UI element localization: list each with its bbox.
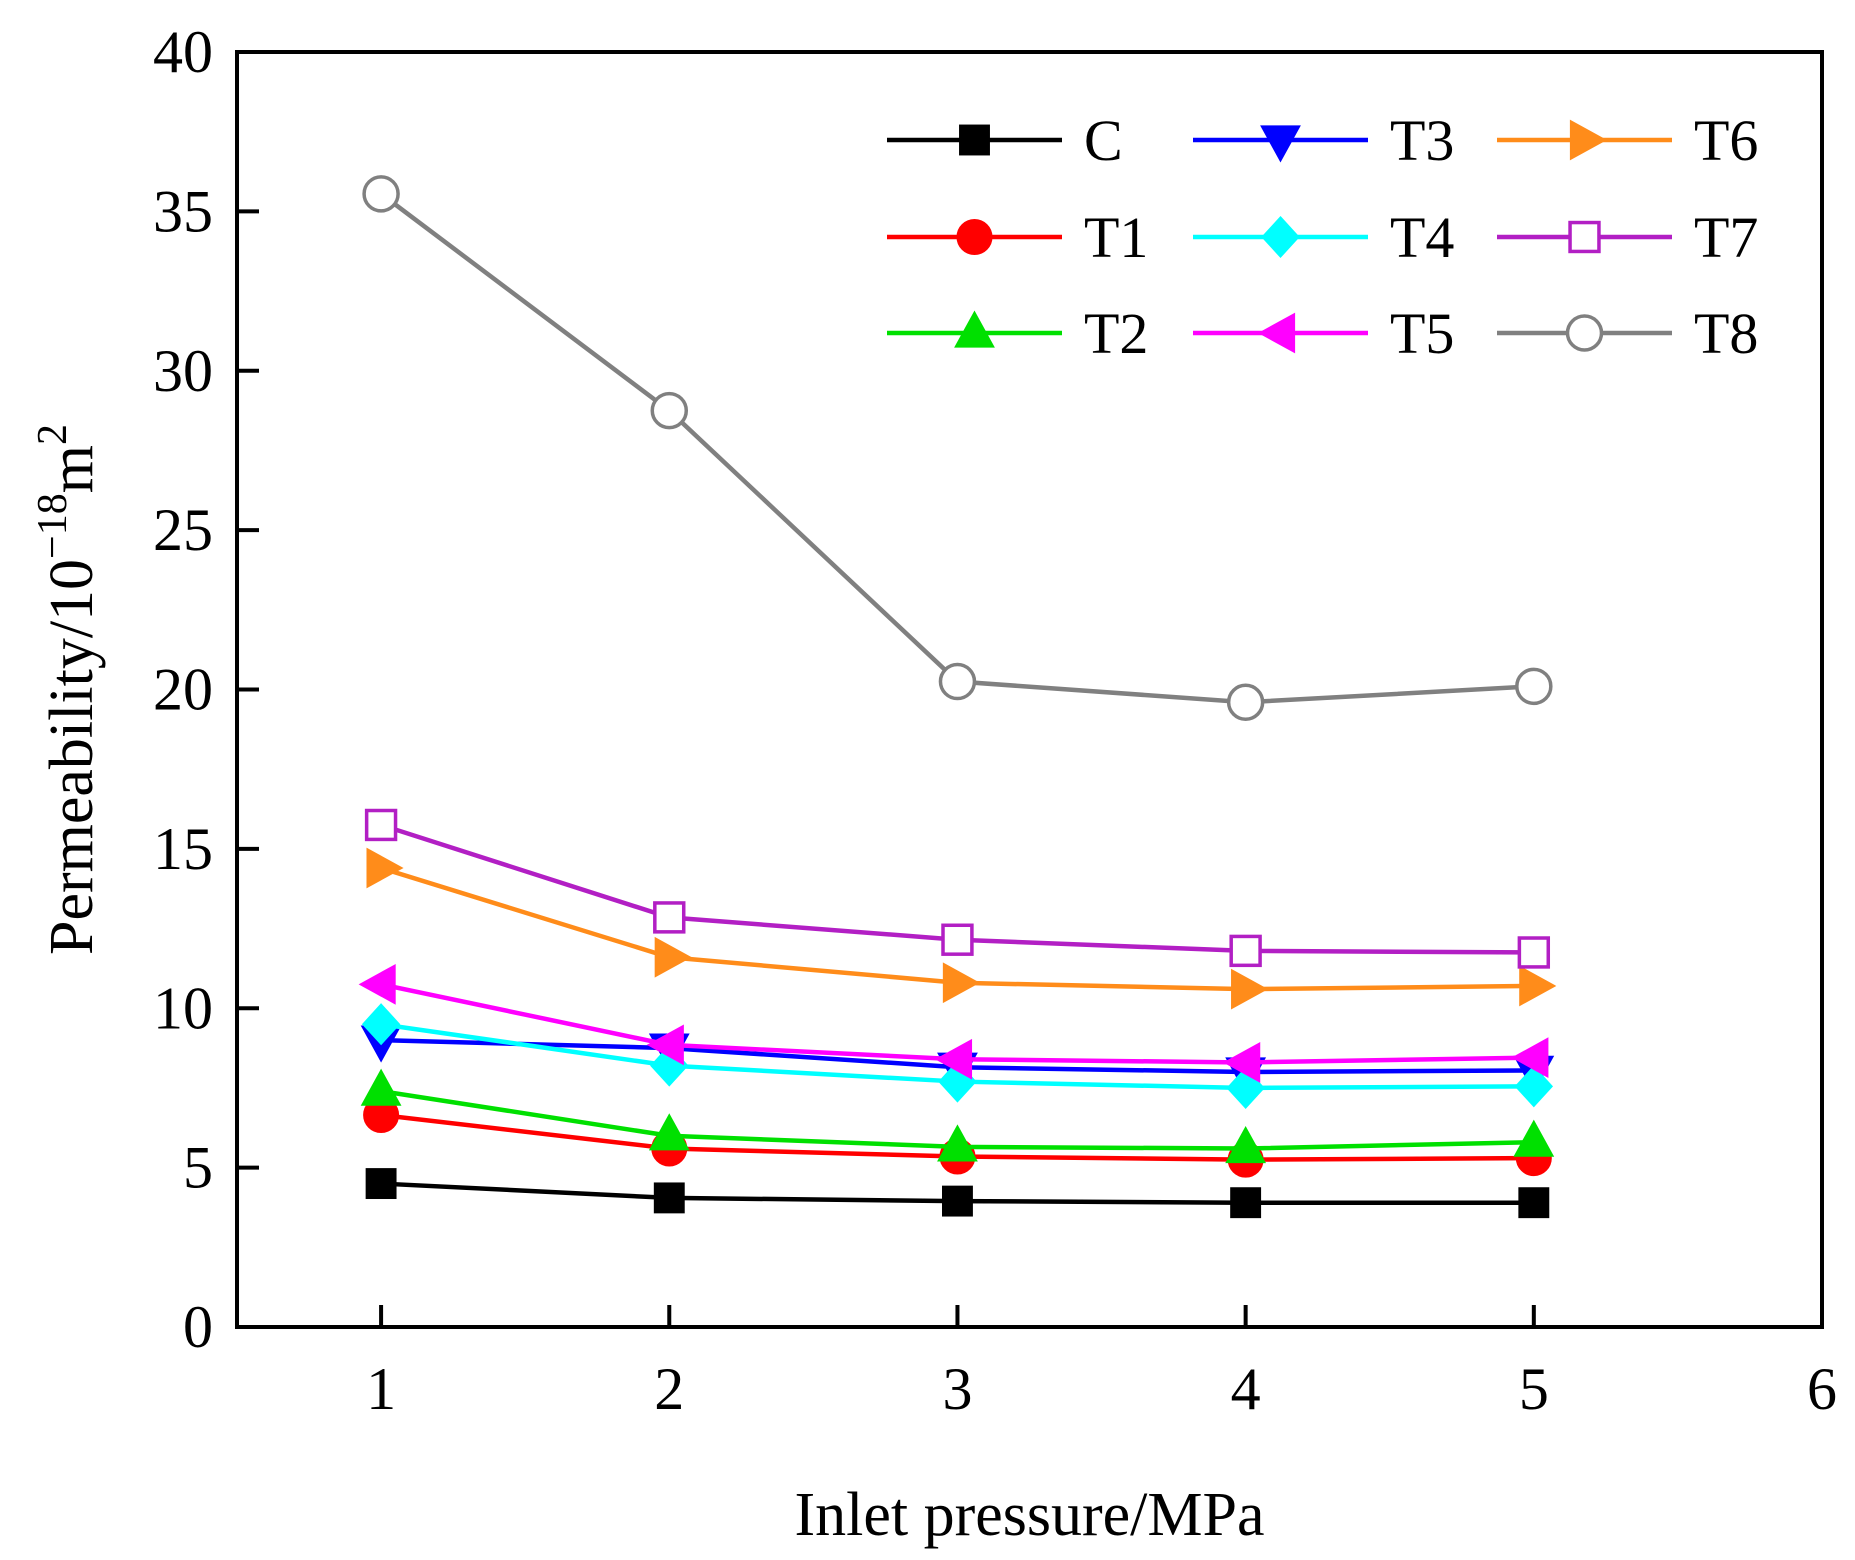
data-point-t8 xyxy=(362,175,400,213)
series-c xyxy=(365,1168,1550,1219)
legend-label: T3 xyxy=(1390,108,1454,173)
legend-label: T1 xyxy=(1084,205,1148,270)
y-tick-label: 25 xyxy=(153,497,213,563)
y-tick-label: 40 xyxy=(153,19,213,85)
legend-label: T5 xyxy=(1390,301,1454,366)
data-point-t8 xyxy=(1515,667,1553,706)
data-point-t5 xyxy=(934,1038,973,1080)
legend-marker xyxy=(1260,125,1301,163)
data-point-c xyxy=(1518,1187,1550,1219)
legend-label: T4 xyxy=(1390,205,1454,270)
series-t6 xyxy=(366,847,1557,1010)
y-tick-label: 0 xyxy=(183,1294,213,1360)
data-point-t7 xyxy=(1517,936,1551,969)
data-point-t2 xyxy=(1225,1126,1267,1164)
data-point-t8 xyxy=(938,662,977,701)
data-point-t4 xyxy=(361,1003,401,1046)
series-t5 xyxy=(358,963,1549,1083)
legend-marker xyxy=(1569,119,1607,161)
legend-marker xyxy=(954,310,995,348)
legend-item-t8: T8 xyxy=(1497,301,1758,366)
data-point-c xyxy=(942,1185,973,1217)
legend-marker xyxy=(956,219,993,255)
data-point-t5 xyxy=(358,963,396,1005)
legend-label: T8 xyxy=(1694,301,1758,366)
data-point-t2 xyxy=(360,1068,402,1106)
x-tick-label: 2 xyxy=(654,1356,684,1422)
legend-item-t4: T4 xyxy=(1193,205,1454,270)
data-point-t6 xyxy=(654,936,692,978)
y-tick-label: 5 xyxy=(183,1135,213,1201)
legend-item-t2: T2 xyxy=(887,301,1148,366)
y-tick-label: 10 xyxy=(153,975,213,1041)
data-point-t6 xyxy=(366,847,404,889)
series-line-t8 xyxy=(379,192,1534,705)
legend-item-t3: T3 xyxy=(1193,108,1454,173)
data-point-t6 xyxy=(942,962,980,1004)
y-axis-title-unit-exponent: 2 xyxy=(30,424,76,445)
x-axis-title: Inlet pressure/MPa xyxy=(794,1481,1264,1549)
data-point-t2 xyxy=(937,1124,978,1162)
data-point-c xyxy=(1230,1187,1262,1219)
series-t2 xyxy=(360,1068,1555,1164)
legend-label: C xyxy=(1084,108,1123,173)
legend-item-c: C xyxy=(887,108,1123,173)
series-t8 xyxy=(362,175,1553,721)
data-point-t5 xyxy=(1223,1042,1261,1083)
y-tick-label: 35 xyxy=(153,178,213,244)
data-point-t6 xyxy=(1231,968,1269,1010)
legend-item-t7: T7 xyxy=(1497,205,1758,270)
y-tick-label: 20 xyxy=(153,657,213,723)
data-point-t7 xyxy=(941,923,974,956)
y-axis-ticks: 0 5 10 15 20 25 30 35 40 xyxy=(153,19,259,1360)
x-axis-ticks: 1 2 3 4 5 6 xyxy=(366,1305,1837,1422)
y-axis-title-unit: m xyxy=(38,445,106,493)
data-point-t5 xyxy=(646,1024,684,1066)
legend-label: T7 xyxy=(1694,205,1758,270)
data-point-t2 xyxy=(648,1113,690,1151)
legend-label: T2 xyxy=(1084,301,1148,366)
y-axis-title-exponent: −18 xyxy=(30,493,76,559)
data-point-t7 xyxy=(653,901,686,934)
y-axis-title: Permeability/10−18m2 xyxy=(30,424,106,955)
data-point-t7 xyxy=(364,808,398,842)
legend-marker xyxy=(1261,215,1300,259)
legend-marker xyxy=(1258,312,1296,354)
data-point-c xyxy=(365,1168,397,1200)
legend: C T1 T2 T3 T4 T5 T6 T7 T8 xyxy=(887,108,1758,366)
y-axis-title-base: Permeability/10 xyxy=(38,559,106,955)
data-point-t6 xyxy=(1519,965,1557,1007)
y-tick-label: 30 xyxy=(153,338,213,404)
data-point-t2 xyxy=(1513,1119,1555,1157)
legend-item-t5: T5 xyxy=(1193,301,1454,366)
legend-marker xyxy=(1565,314,1604,352)
series-t4 xyxy=(361,1003,1554,1109)
legend-marker xyxy=(959,124,990,156)
data-point-t8 xyxy=(650,391,689,430)
data-point-t4 xyxy=(1514,1065,1554,1108)
legend-label: T6 xyxy=(1694,108,1758,173)
y-tick-label: 15 xyxy=(153,816,213,882)
legend-item-t1: T1 xyxy=(887,205,1148,270)
data-point-t7 xyxy=(1229,934,1262,968)
series-t7 xyxy=(364,808,1551,969)
x-tick-label: 6 xyxy=(1807,1356,1837,1422)
series-layer xyxy=(358,175,1557,1219)
data-point-t5 xyxy=(1511,1037,1549,1079)
legend-item-t6: T6 xyxy=(1497,108,1758,173)
x-tick-label: 4 xyxy=(1231,1356,1261,1422)
x-tick-label: 1 xyxy=(366,1356,396,1422)
x-tick-label: 5 xyxy=(1519,1356,1549,1422)
data-point-t8 xyxy=(1226,683,1265,721)
x-tick-label: 3 xyxy=(942,1356,972,1422)
legend-marker xyxy=(1568,220,1601,254)
data-point-c xyxy=(653,1182,685,1214)
